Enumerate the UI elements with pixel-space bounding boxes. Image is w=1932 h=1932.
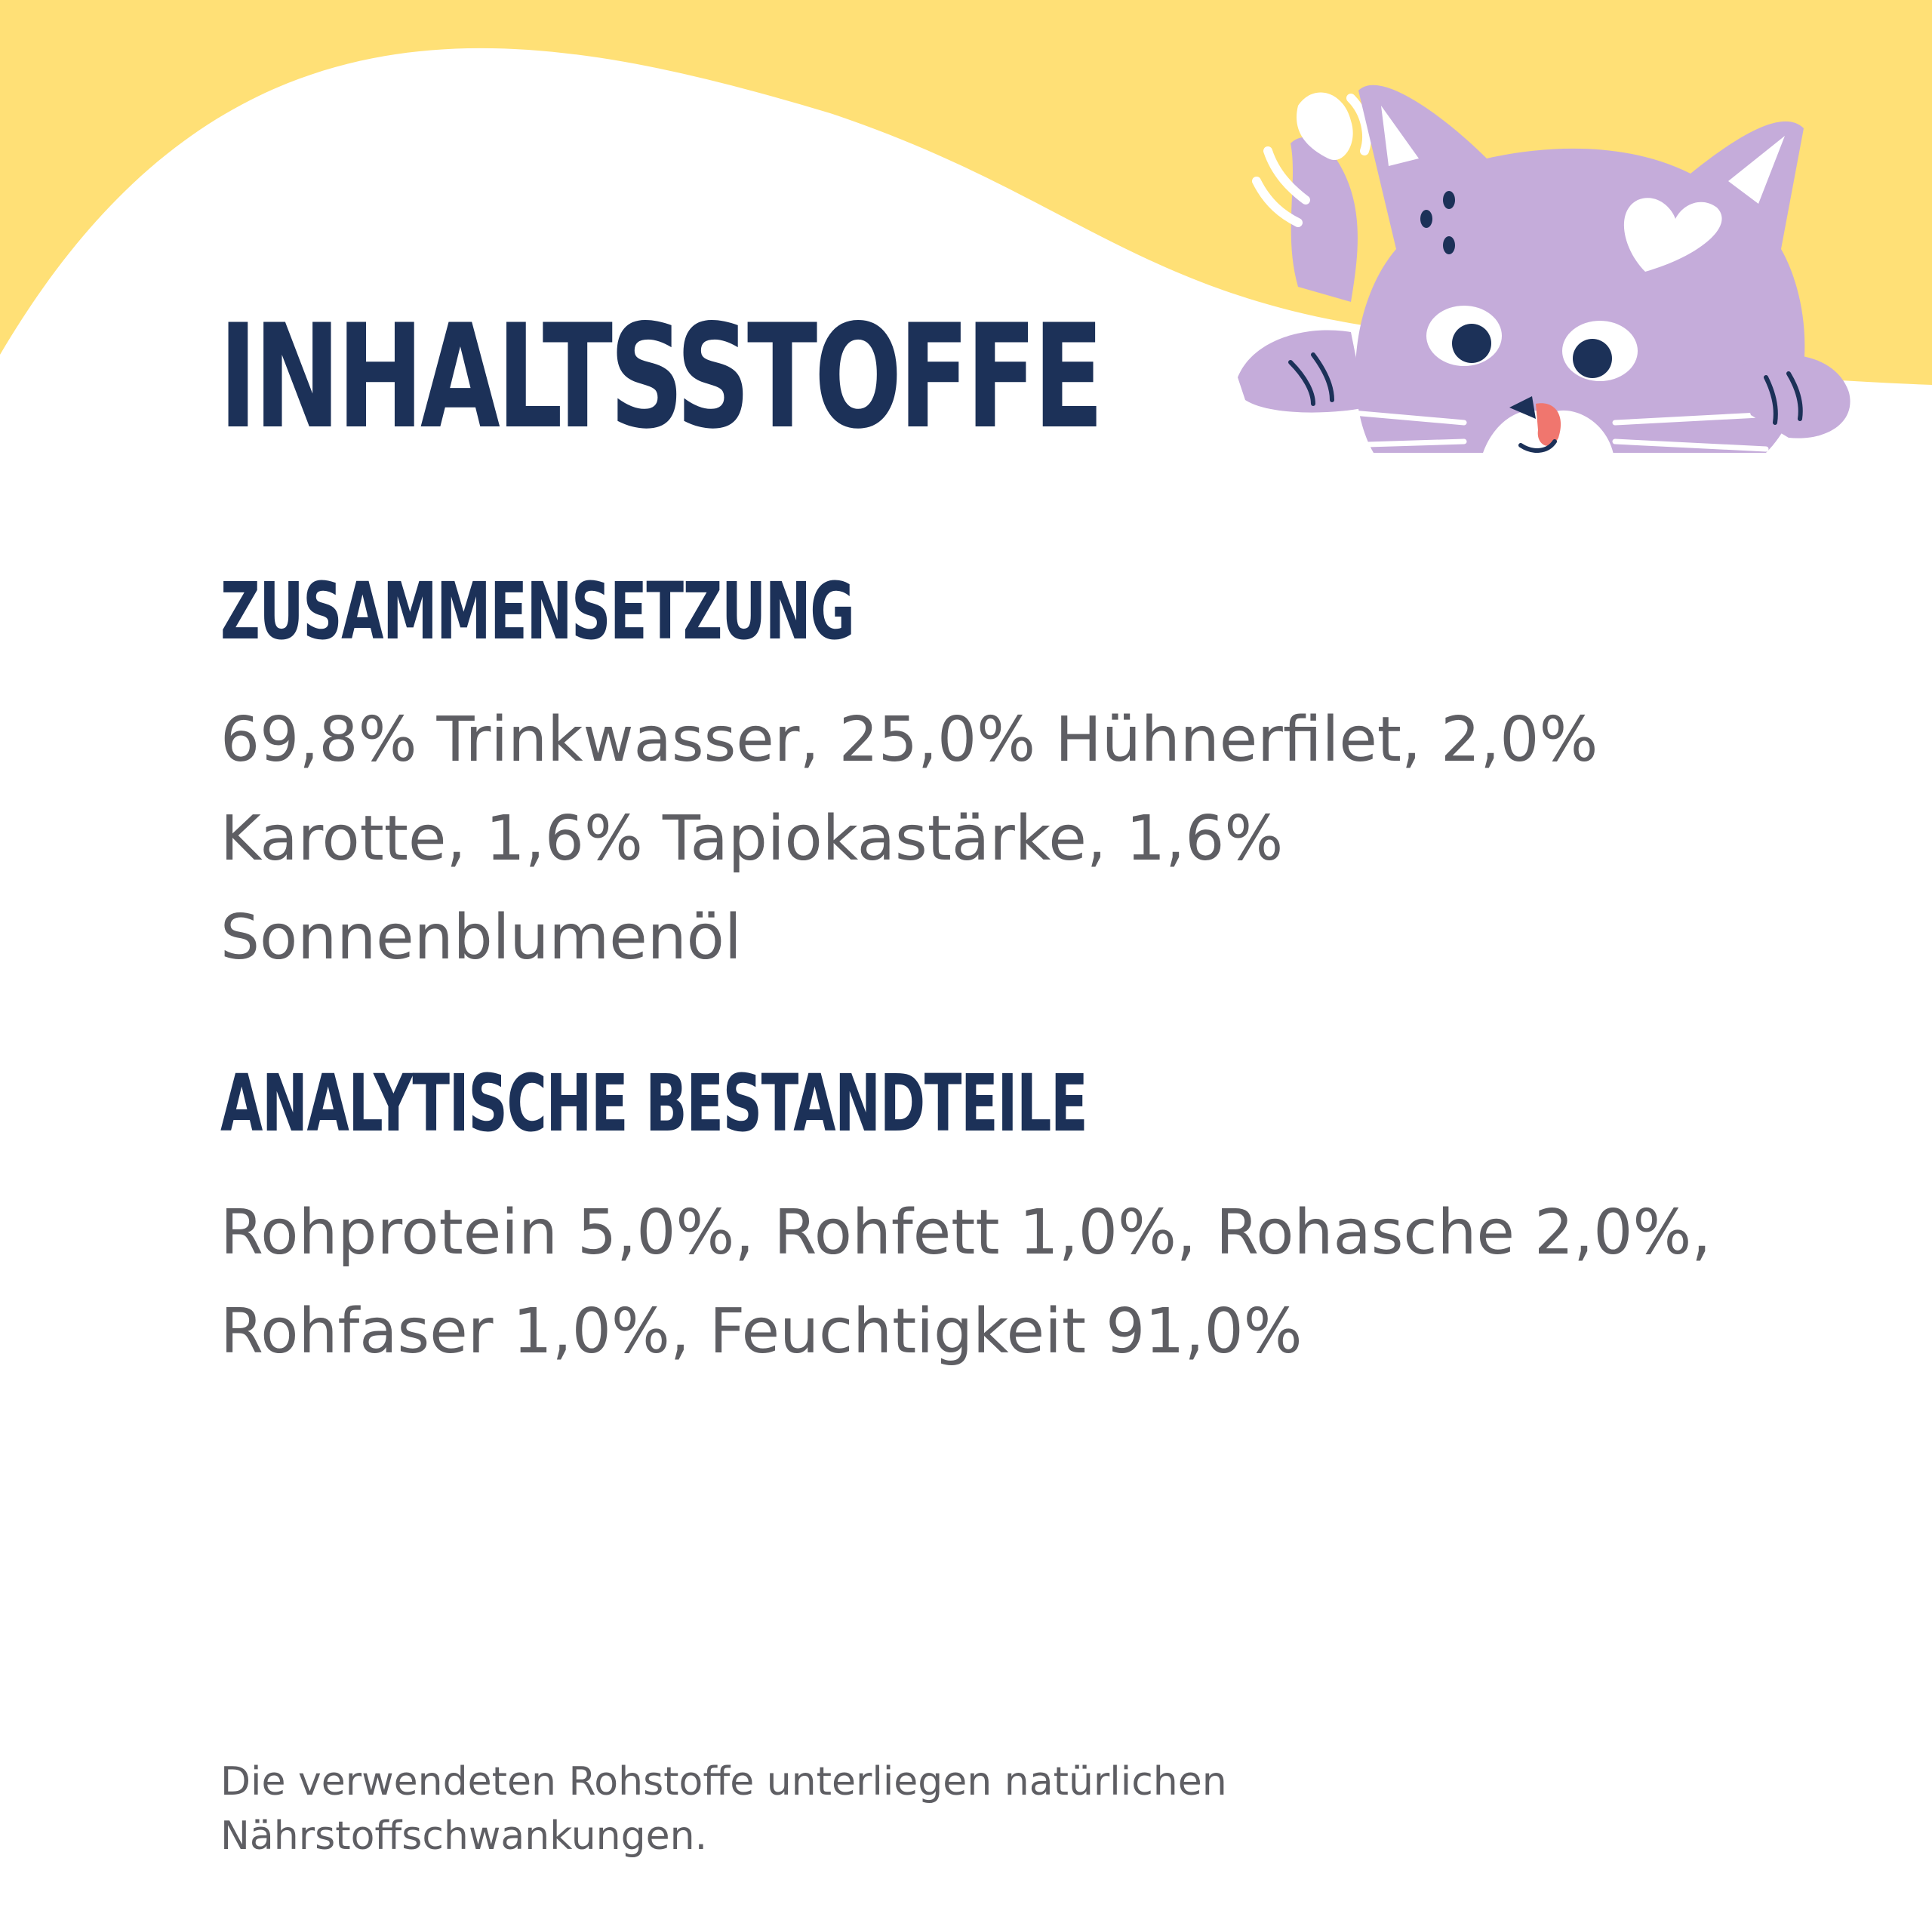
cat-illustration — [1238, 85, 1850, 468]
footnote: Die verwendeten Rohstoffe unterliegen na… — [220, 1759, 1227, 1859]
composition-text: 69,8% Trinkwasser, 25,0% Hühnerfilet, 2,… — [220, 704, 1598, 974]
page-title: INHALTSSTOFFE — [219, 294, 1104, 460]
section-heading-composition: ZUSAMMENSETZUNG — [220, 565, 855, 657]
tail-icon — [1291, 92, 1358, 302]
section-heading-analytical: ANALYTISCHE BESTANDTEILE — [220, 1057, 1088, 1149]
analytical-text: Rohprotein 5,0%, Rohfett 1,0%, Rohasche … — [220, 1197, 1712, 1367]
cat-head-icon — [1333, 85, 1805, 468]
paw-icon — [1238, 330, 1850, 438]
